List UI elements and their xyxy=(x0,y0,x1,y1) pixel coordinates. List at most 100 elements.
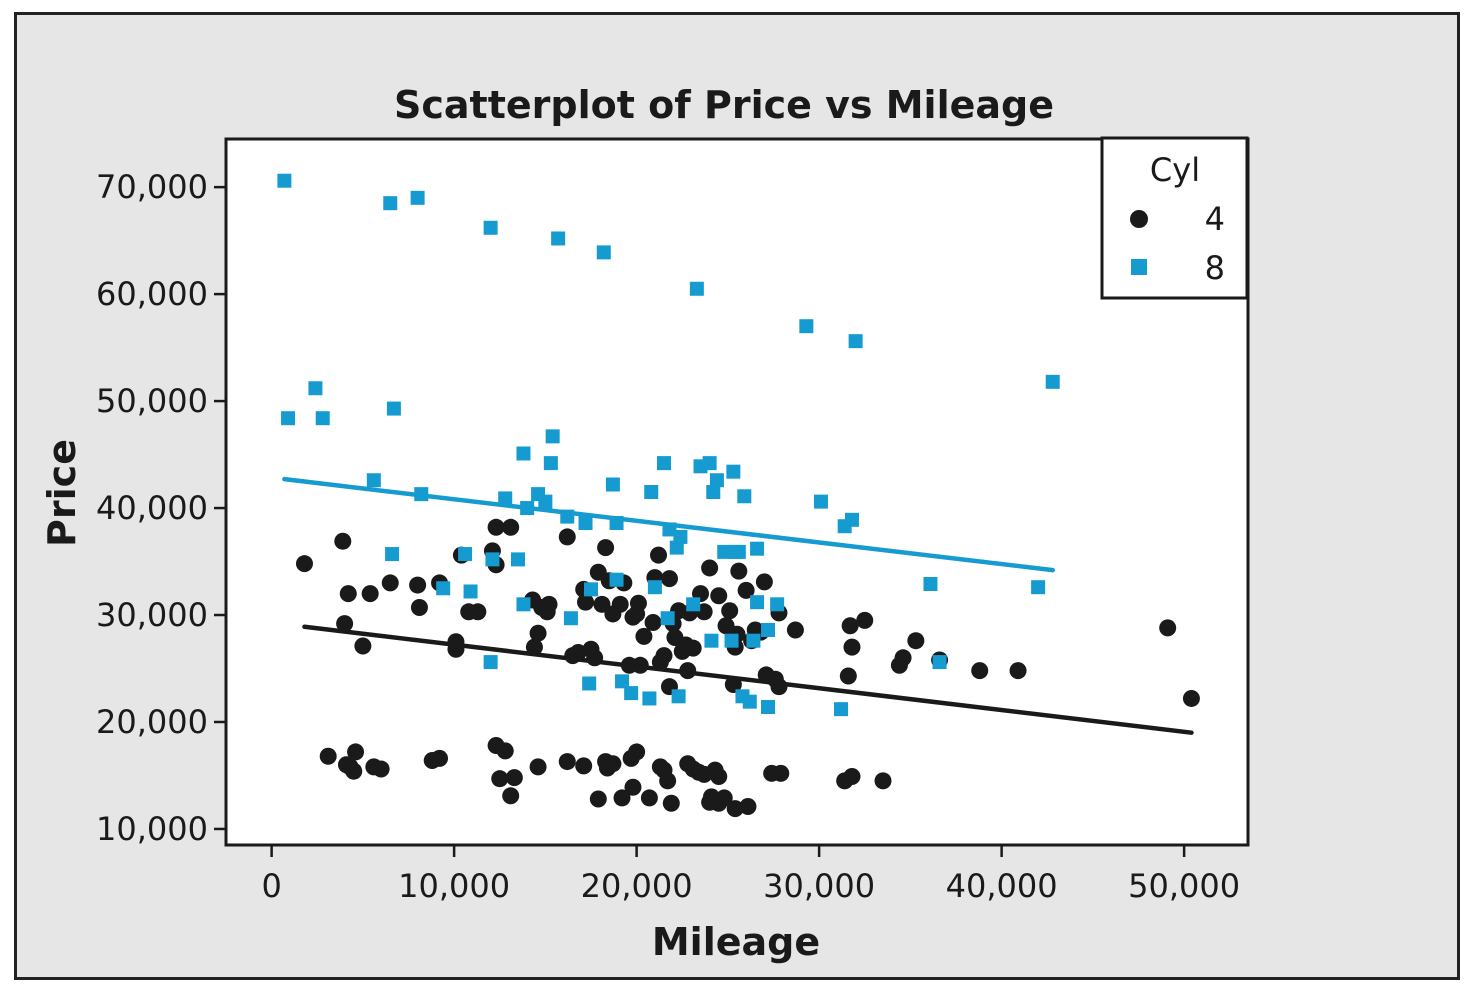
point-cyl-8 xyxy=(511,552,525,567)
point-cyl-4 xyxy=(569,643,587,661)
point-cyl-8 xyxy=(689,281,704,296)
point-cyl-4 xyxy=(295,555,313,573)
point-cyl-4 xyxy=(843,768,861,786)
point-cyl-4 xyxy=(628,743,646,761)
point-cyl-4 xyxy=(496,742,514,760)
point-cyl-4 xyxy=(410,599,428,617)
point-cyl-4 xyxy=(613,789,631,807)
point-cyl-4 xyxy=(839,667,857,685)
point-cyl-4 xyxy=(662,794,680,812)
point-cyl-4 xyxy=(502,787,520,805)
point-cyl-4 xyxy=(660,570,678,588)
scatterplot-svg: Scatterplot of Price vs Mileage 0 10,000 2… xyxy=(40,83,1250,964)
point-cyl-8 xyxy=(813,494,828,509)
point-cyl-8 xyxy=(383,196,398,211)
point-cyl-8 xyxy=(673,529,688,544)
point-cyl-4 xyxy=(577,593,595,611)
chart-frame: Scatterplot of Price vs Mileage 0 10,000 2… xyxy=(14,12,1460,980)
point-cyl-8 xyxy=(737,489,752,504)
point-cyl-8 xyxy=(761,622,776,637)
point-cyl-4 xyxy=(841,617,859,635)
point-cyl-4 xyxy=(739,797,757,815)
point-cyl-8 xyxy=(615,674,630,689)
point-cyl-8 xyxy=(848,334,863,349)
x-tick-label: 10,000 xyxy=(398,867,510,905)
y-tick-label: 60,000 xyxy=(96,275,208,313)
x-tick-label: 50,000 xyxy=(1128,867,1240,905)
point-cyl-4 xyxy=(1159,619,1177,637)
point-cyl-4 xyxy=(737,581,755,599)
point-cyl-8 xyxy=(770,597,785,612)
point-cyl-4 xyxy=(655,647,673,665)
point-cyl-4 xyxy=(502,518,520,536)
point-cyl-4 xyxy=(786,621,804,639)
point-cyl-8 xyxy=(483,655,498,670)
point-cyl-4 xyxy=(624,778,642,796)
point-cyl-4 xyxy=(505,769,523,787)
point-cyl-8 xyxy=(662,522,677,537)
point-cyl-8 xyxy=(644,485,659,499)
point-cyl-4 xyxy=(381,574,399,592)
point-cyl-4 xyxy=(487,518,505,536)
x-tick-label: 40,000 xyxy=(946,867,1058,905)
point-cyl-4 xyxy=(589,790,607,808)
legend-marker-square xyxy=(1131,259,1147,275)
y-tick-label: 20,000 xyxy=(96,703,208,741)
point-cyl-4 xyxy=(684,639,702,657)
point-cyl-8 xyxy=(563,611,578,626)
point-cyl-8 xyxy=(834,702,849,717)
legend-marker-circle xyxy=(1130,210,1148,228)
point-cyl-4 xyxy=(644,614,662,632)
point-cyl-4 xyxy=(361,585,379,603)
point-cyl-4 xyxy=(730,562,748,580)
point-cyl-4 xyxy=(659,772,677,790)
point-cyl-8 xyxy=(726,464,741,479)
point-cyl-8 xyxy=(844,512,859,527)
point-cyl-8 xyxy=(410,190,425,205)
point-cyl-8 xyxy=(516,446,531,461)
point-cyl-4 xyxy=(347,743,365,761)
point-cyl-8 xyxy=(578,516,593,531)
point-cyl-4 xyxy=(558,753,576,771)
point-cyl-4 xyxy=(724,676,742,694)
point-cyl-8 xyxy=(704,633,719,648)
point-cyl-8 xyxy=(560,509,575,524)
chart-title: Scatterplot of Price vs Mileage xyxy=(394,83,1054,127)
point-cyl-8 xyxy=(657,456,671,471)
y-axis-label: Price xyxy=(40,439,84,547)
point-cyl-4 xyxy=(856,611,874,629)
point-cyl-4 xyxy=(635,627,653,645)
point-cyl-4 xyxy=(631,656,649,674)
y-tick-label: 50,000 xyxy=(96,382,208,420)
x-axis-ticks: 0 10,000 20,000 30,000 40,000 50,000 xyxy=(261,845,1240,905)
point-cyl-8 xyxy=(660,611,675,626)
y-tick-label: 30,000 xyxy=(96,596,208,634)
point-cyl-8 xyxy=(386,401,401,416)
point-cyl-4 xyxy=(491,770,509,788)
point-cyl-4 xyxy=(469,603,487,621)
point-cyl-4 xyxy=(586,649,604,667)
point-cyl-4 xyxy=(409,576,427,594)
point-cyl-8 xyxy=(1031,580,1046,595)
point-cyl-8 xyxy=(932,655,947,670)
point-cyl-4 xyxy=(679,662,697,680)
point-cyl-8 xyxy=(609,516,624,531)
point-cyl-8 xyxy=(686,597,701,612)
point-cyl-8 xyxy=(538,494,553,509)
point-cyl-8 xyxy=(366,473,381,488)
point-cyl-4 xyxy=(529,624,547,642)
point-cyl-4 xyxy=(721,602,739,620)
point-cyl-8 xyxy=(485,552,500,567)
point-cyl-8 xyxy=(483,220,498,235)
point-cyl-4 xyxy=(1009,662,1027,680)
point-cyl-8 xyxy=(746,633,761,648)
point-cyl-4 xyxy=(710,587,728,605)
point-cyl-8 xyxy=(605,477,620,492)
legend-label-4: 4 xyxy=(1205,200,1225,238)
point-cyl-4 xyxy=(540,595,558,613)
point-cyl-8 xyxy=(414,487,429,502)
legend: Cyl 4 8 xyxy=(1100,136,1249,300)
point-cyl-4 xyxy=(874,772,892,790)
point-cyl-4 xyxy=(447,640,465,658)
point-cyl-8 xyxy=(545,429,560,444)
